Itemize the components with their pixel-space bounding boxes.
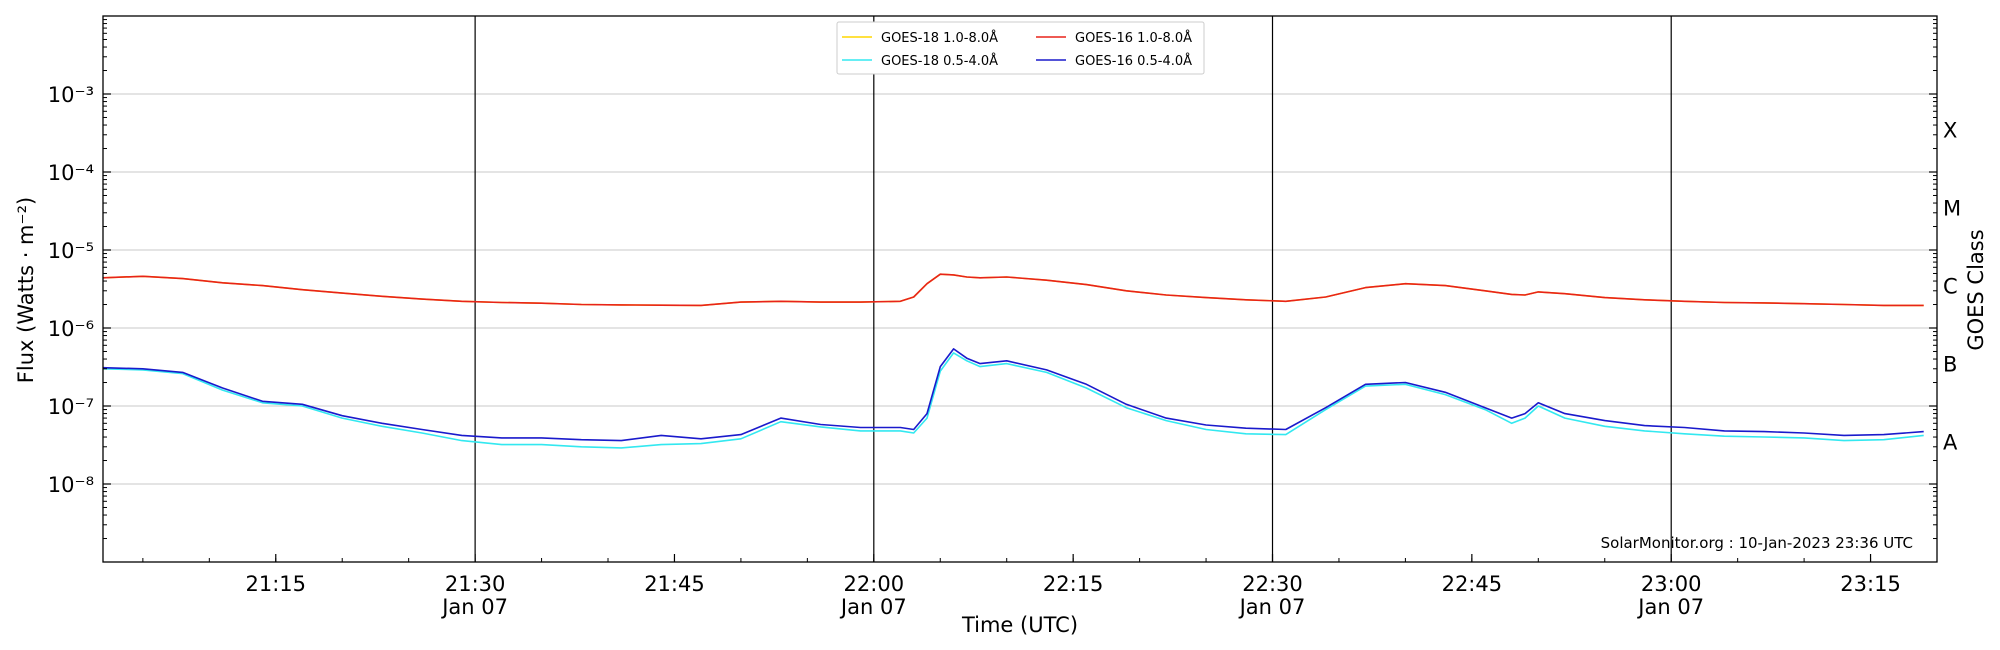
goes-class-labels: A B C M X [1943,119,1961,455]
y-tick-label: 10⁻⁷ [48,395,94,419]
right-axis-label: GOES Class [1964,229,1988,350]
legend-label-goes16-short: GOES-16 0.5-4.0Å [1075,53,1192,69]
x-tick-label: 22:30 [1242,572,1303,596]
series-line-2 [102,273,1924,307]
legend: GOES-18 1.0-8.0Å GOES-18 0.5-4.0Å GOES-1… [836,21,1205,75]
x-tick-label: 22:45 [1442,572,1503,596]
x-axis-label: Time (UTC) [961,613,1078,637]
series-line-1 [102,352,1924,449]
goes-class-label: A [1943,431,1958,455]
y-axis-ticks: 10⁻⁸ 10⁻⁷ 10⁻⁶ 10⁻⁵ 10⁻⁴ 10⁻³ [48,19,1937,540]
legend-label-goes18-short: GOES-18 0.5-4.0Å [881,53,998,69]
x-tick-label: 22:15 [1043,572,1104,596]
x-tick-label: 23:15 [1840,572,1901,596]
x-tick-label: 21:30 [445,572,506,596]
y-tick-label: 10⁻⁸ [48,473,94,497]
day-boundary-lines [474,16,1672,562]
y-tick-label: 10⁻⁴ [48,161,94,185]
goes-class-label: X [1943,119,1957,143]
legend-label-goes16-long: GOES-16 1.0-8.0Å [1075,30,1192,46]
series-line-3 [102,348,1924,442]
goes-class-label: C [1943,275,1958,299]
x-tick-date-label: Jan 07 [839,595,907,619]
x-tick-date-label: Jan 07 [1636,595,1704,619]
goes-class-label: M [1943,197,1961,221]
y-tick-label: 10⁻⁶ [48,317,94,341]
credit-text: SolarMonitor.org : 10-Jan-2023 23:36 UTC [1601,534,1913,552]
x-tick-label: 23:00 [1641,572,1702,596]
x-tick-label: 21:15 [246,572,307,596]
grid-lines [103,93,1937,485]
series-lines [102,273,1924,449]
y-tick-label: 10⁻³ [48,83,94,107]
y-axis-label: Flux (Watts · m⁻²) [14,197,38,383]
y-tick-label: 10⁻⁵ [48,239,94,263]
legend-box [836,21,1205,75]
legend-label-goes18-long: GOES-18 1.0-8.0Å [881,30,998,46]
x-tick-date-label: Jan 07 [1238,595,1306,619]
x-tick-date-label: Jan 07 [440,595,508,619]
plot-frame [102,15,1938,563]
goes-class-label: B [1943,353,1957,377]
x-tick-label: 22:00 [844,572,905,596]
x-tick-label: 21:45 [644,572,705,596]
